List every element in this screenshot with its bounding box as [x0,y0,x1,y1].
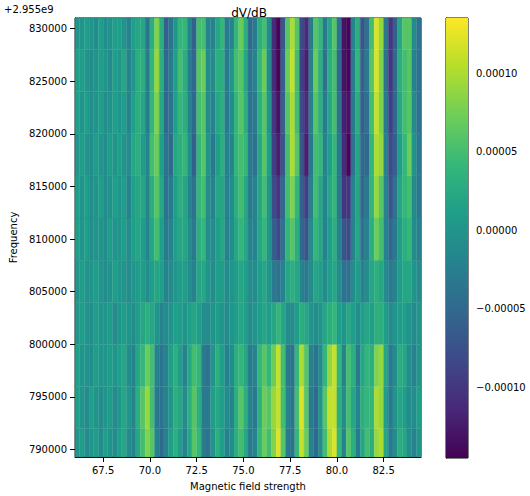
svg-text:0.00010: 0.00010 [476,68,517,79]
svg-text:−0.00005: −0.00005 [476,303,526,314]
svg-text:Magnetic field strength: Magnetic field strength [190,481,306,492]
svg-text:80.0: 80.0 [326,465,348,476]
svg-text:810000: 810000 [29,234,67,245]
svg-text:830000: 830000 [29,23,67,34]
svg-text:0.00000: 0.00000 [476,225,517,236]
svg-text:75.0: 75.0 [232,465,254,476]
svg-text:Frequency: Frequency [8,212,19,264]
svg-text:800000: 800000 [29,339,67,350]
svg-text:72.5: 72.5 [185,465,207,476]
svg-text:815000: 815000 [29,181,67,192]
svg-text:77.5: 77.5 [279,465,301,476]
svg-text:67.5: 67.5 [92,465,114,476]
svg-text:70.0: 70.0 [139,465,161,476]
svg-text:82.5: 82.5 [372,465,394,476]
svg-text:−0.00010: −0.00010 [476,382,526,393]
svg-text:825000: 825000 [29,76,67,87]
svg-text:790000: 790000 [29,444,67,455]
svg-text:805000: 805000 [29,286,67,297]
svg-text:820000: 820000 [29,128,67,139]
svg-text:+2.955e9: +2.955e9 [4,4,54,15]
svg-text:795000: 795000 [29,391,67,402]
svg-text:0.00005: 0.00005 [476,146,517,157]
svg-text:dV/dB: dV/dB [231,6,267,20]
